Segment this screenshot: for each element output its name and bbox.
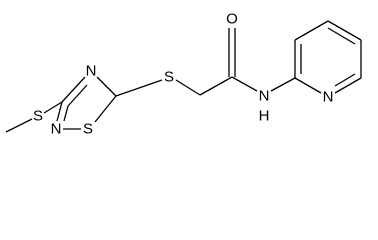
bond bbox=[334, 77, 362, 94]
bond bbox=[270, 77, 296, 92]
atom-label: N bbox=[51, 121, 62, 138]
molecule-diagram: S N N S S O N H N bbox=[5, 11, 362, 138]
atom-labels: S N N S S O N H N bbox=[33, 11, 333, 138]
bond bbox=[94, 95, 117, 123]
atom-label: S bbox=[83, 121, 93, 138]
bond bbox=[199, 76, 233, 96]
bond bbox=[294, 20, 329, 41]
bond bbox=[67, 84, 88, 107]
bond bbox=[231, 76, 258, 92]
bond bbox=[61, 76, 86, 103]
atom-label: S bbox=[33, 108, 43, 125]
bonds bbox=[5, 20, 362, 133]
bond bbox=[115, 79, 163, 97]
bond bbox=[294, 77, 322, 94]
atom-label: S bbox=[164, 69, 174, 86]
bond bbox=[43, 101, 63, 114]
bond bbox=[5, 118, 33, 133]
atom-label: N bbox=[323, 89, 334, 106]
bond bbox=[327, 20, 362, 41]
bond bbox=[56, 101, 63, 122]
atom-label: N bbox=[86, 63, 97, 80]
atom-label: N bbox=[259, 88, 270, 105]
atom-label: H bbox=[259, 108, 270, 125]
bond bbox=[334, 73, 356, 87]
bond bbox=[327, 27, 356, 45]
bond bbox=[96, 76, 117, 97]
bond bbox=[175, 79, 201, 96]
atom-label: O bbox=[226, 11, 238, 28]
bond bbox=[63, 105, 69, 122]
